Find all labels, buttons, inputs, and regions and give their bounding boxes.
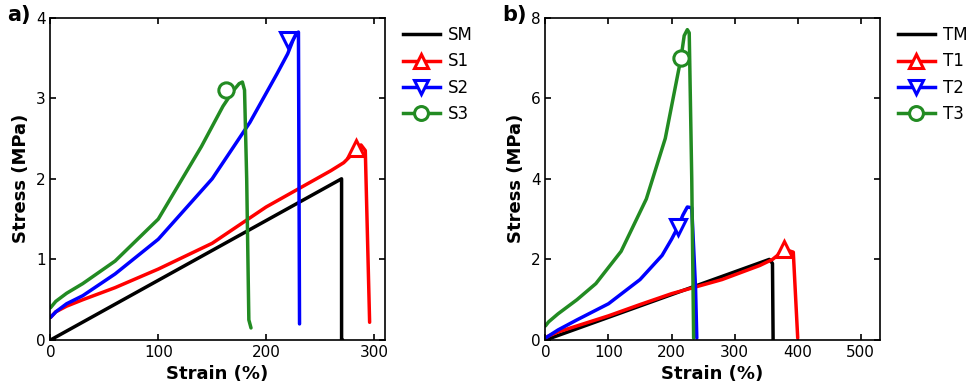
Text: b): b) [502,5,526,25]
Text: a): a) [7,5,30,25]
X-axis label: Strain (%): Strain (%) [167,365,269,384]
Y-axis label: Stress (MPa): Stress (MPa) [508,114,525,244]
Y-axis label: Stress (MPa): Stress (MPa) [13,114,30,244]
X-axis label: Strain (%): Strain (%) [662,365,763,384]
Legend: TM, T1, T2, T3: TM, T1, T2, T3 [892,19,974,130]
Legend: SM, S1, S2, S3: SM, S1, S2, S3 [396,19,479,130]
